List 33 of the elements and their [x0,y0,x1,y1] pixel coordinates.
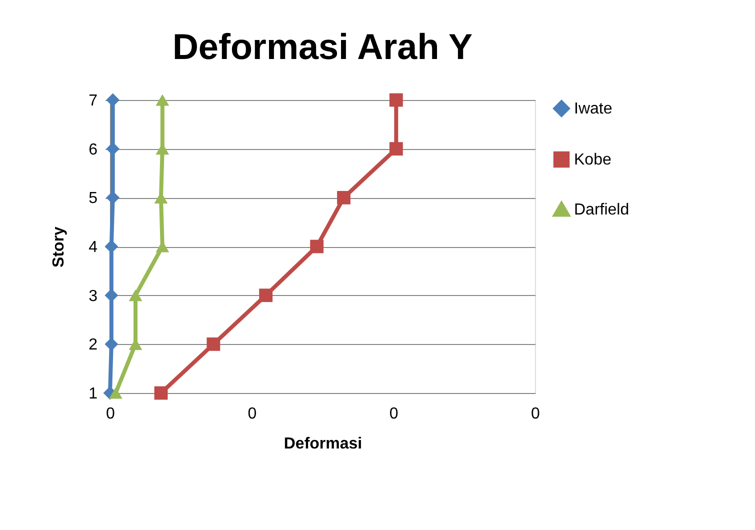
legend-label: Iwate [574,100,612,118]
legend-label: Darfield [574,202,630,218]
x-tick-label: 0 [106,406,116,422]
point [108,387,122,399]
point [389,93,403,107]
chart-title: Deformasi Arah Y [172,26,473,67]
y-tick-label: 1 [88,386,98,402]
point [106,93,120,107]
x-tick-label: 0 [248,406,257,422]
point [337,190,350,204]
x-tick-label: 0 [531,406,540,422]
y-tick-label: 6 [88,141,98,158]
legend-label: Kobe [574,152,612,168]
point [106,190,120,204]
point [156,94,170,106]
x-axis-title: Deformasi [284,436,362,452]
y-axis-title: Story [50,226,68,268]
point [259,288,273,302]
point [128,290,142,302]
y-tick-label: 3 [88,288,98,305]
y-tick-label: 7 [88,92,98,110]
point [310,240,324,254]
x-tick-label: 0 [389,406,398,422]
point [389,142,403,156]
point [104,288,118,302]
point [104,240,118,254]
y-tick-label: 4 [88,239,98,256]
y-tick-label: 5 [88,190,98,208]
point [104,337,118,351]
y-tick-label: 2 [88,336,98,354]
point [206,337,220,351]
point [106,142,120,156]
point [154,386,168,400]
